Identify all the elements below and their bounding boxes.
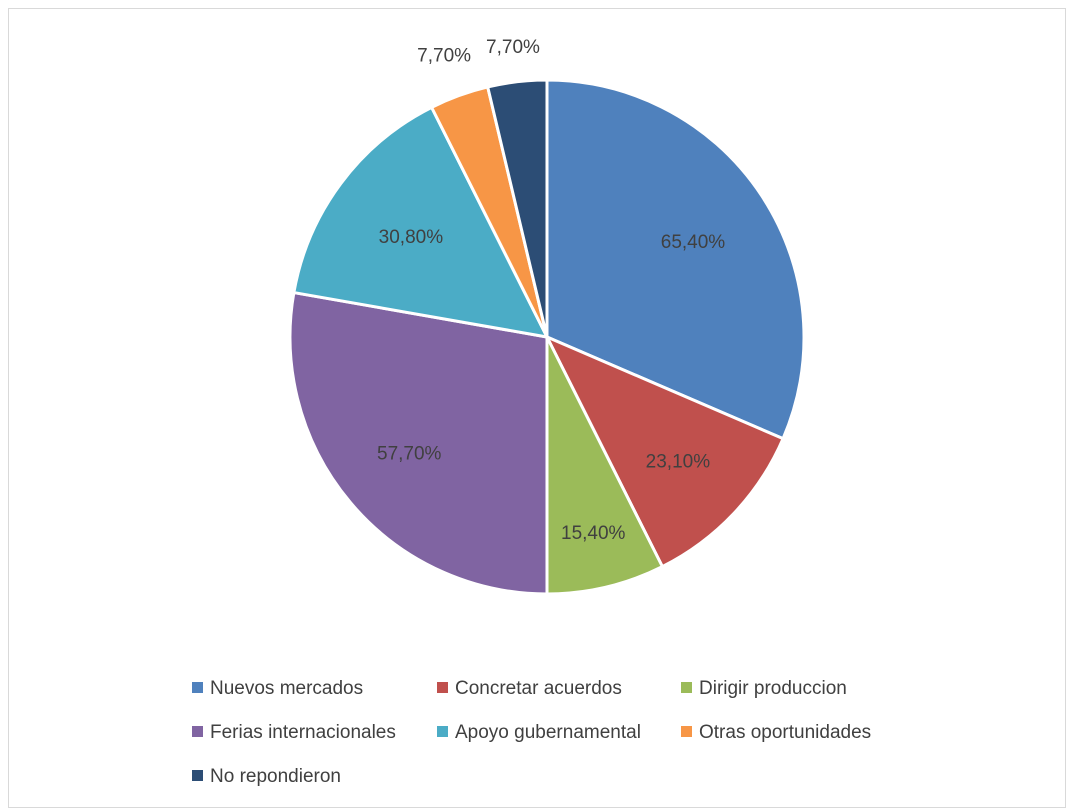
pie-slice-concretar-acuerdos — [545, 335, 785, 569]
legend-swatch-dirigir-produccion — [681, 682, 692, 693]
data-label-apoyo-gubernamental: 30,80% — [379, 227, 444, 248]
legend-label-ferias-internacionales: Ferias internacionales — [210, 722, 396, 743]
pie-slice-no-repondieron — [486, 78, 549, 339]
legend-swatch-ferias-internacionales — [192, 726, 203, 737]
legend-swatch-otras-oportunidades — [681, 726, 692, 737]
legend-label-nuevos-mercados: Nuevos mercados — [210, 678, 363, 699]
pie-slice-dirigir-produccion — [545, 335, 664, 596]
legend-item-dirigir-produccion: Dirigir produccion — [681, 678, 847, 699]
legend-item-otras-oportunidades: Otras oportunidades — [681, 722, 871, 743]
legend-item-no-repondieron: No repondieron — [192, 766, 341, 787]
legend-swatch-concretar-acuerdos — [437, 682, 448, 693]
legend-item-apoyo-gubernamental: Apoyo gubernamental — [437, 722, 641, 743]
data-label-otras-oportunidades: 7,70% — [417, 45, 471, 66]
data-label-nuevos-mercados: 65,40% — [661, 232, 726, 253]
legend: Nuevos mercados Concretar acuerdos Dirigir… — [192, 678, 871, 787]
legend-item-concretar-acuerdos: Concretar acuerdos — [437, 678, 622, 699]
legend-label-concretar-acuerdos: Concretar acuerdos — [455, 678, 622, 699]
data-label-no-repondieron: 7,70% — [486, 37, 540, 58]
data-label-concretar-acuerdos: 23,10% — [646, 451, 711, 472]
data-labels: 65,40% 23,10% 15,40% 57,70% 30,80% 7,70% 7,70% — [377, 37, 725, 544]
legend-item-nuevos-mercados: Nuevos mercados — [192, 678, 363, 699]
legend-item-ferias-internacionales: Ferias internacionales — [192, 722, 396, 743]
data-label-dirigir-produccion: 15,40% — [561, 523, 626, 544]
legend-swatch-no-repondieron — [192, 770, 203, 781]
legend-label-otras-oportunidades: Otras oportunidades — [699, 722, 871, 743]
pie-slice-nuevos-mercados — [545, 78, 806, 441]
pie-slice-ferias-internacionales — [288, 291, 549, 596]
legend-swatch-nuevos-mercados — [192, 682, 203, 693]
data-label-ferias-internacionales: 57,70% — [377, 444, 442, 465]
pie-slice-apoyo-gubernamental — [292, 105, 549, 339]
legend-label-apoyo-gubernamental: Apoyo gubernamental — [455, 722, 641, 743]
legend-label-dirigir-produccion: Dirigir produccion — [699, 678, 847, 699]
legend-swatch-apoyo-gubernamental — [437, 726, 448, 737]
legend-label-no-repondieron: No repondieron — [210, 766, 341, 787]
pie-slices — [288, 78, 806, 596]
